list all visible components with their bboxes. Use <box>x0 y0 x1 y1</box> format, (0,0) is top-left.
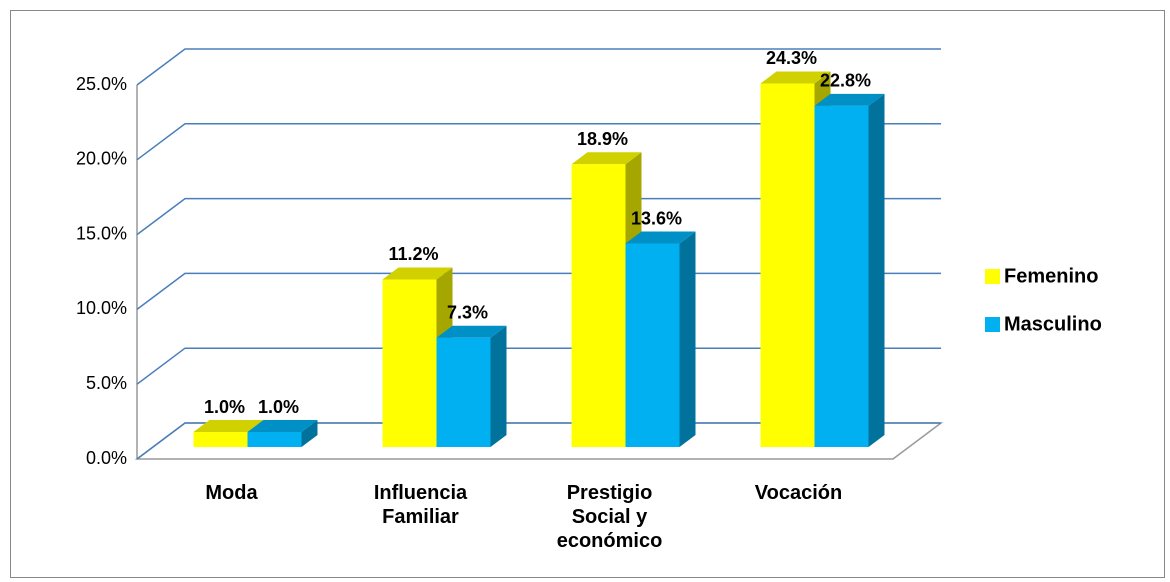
data-label: 24.3% <box>766 48 817 68</box>
bar-front <box>625 243 680 447</box>
data-label: 22.8% <box>820 71 871 91</box>
bar <box>436 325 507 447</box>
y-tick-label: 0.0% <box>86 448 127 468</box>
y-tick-label: 20.0% <box>76 149 127 169</box>
data-label: 18.9% <box>577 129 628 149</box>
bar-top <box>571 152 642 165</box>
data-label: 7.3% <box>447 303 488 323</box>
bar-front <box>193 432 248 447</box>
bar-top <box>247 420 318 433</box>
grid-line <box>136 123 941 161</box>
y-tick-label: 10.0% <box>76 298 127 318</box>
legend-swatch <box>985 269 1000 284</box>
data-label: 1.0% <box>204 397 245 417</box>
x-tick-label: Influencia Familiar <box>373 482 468 528</box>
y-tick-label: 5.0% <box>86 373 127 393</box>
bar <box>247 420 318 447</box>
legend-label: Femenino <box>1004 265 1098 287</box>
bar-front <box>247 432 302 447</box>
bar-top <box>625 231 696 244</box>
bar-front <box>571 164 626 448</box>
y-tick-label: 15.0% <box>76 223 127 243</box>
bar-front <box>436 337 491 447</box>
bar-side <box>679 231 696 447</box>
data-label: 11.2% <box>388 244 438 264</box>
legend-swatch <box>985 317 1000 332</box>
bar-top <box>436 325 507 338</box>
bar-front <box>382 279 437 447</box>
bar <box>814 93 885 448</box>
grid-line <box>136 48 941 86</box>
bar-side <box>301 420 318 447</box>
bar-front <box>814 105 869 448</box>
x-tick-label: Moda <box>205 482 258 504</box>
bar-top <box>382 267 453 280</box>
data-label: 1.0% <box>258 397 299 417</box>
bar-front <box>760 83 815 448</box>
data-label: 13.6% <box>631 208 682 228</box>
bar-top <box>814 93 885 106</box>
x-tick-label: Prestigio Social y económico <box>556 482 663 552</box>
bar-side <box>868 93 885 448</box>
bar <box>625 231 696 447</box>
bar-top <box>193 420 264 433</box>
bar-side <box>490 325 507 447</box>
y-tick-label: 25.0% <box>76 74 127 94</box>
x-tick-label: Vocación <box>754 482 843 504</box>
grid-line <box>136 197 941 236</box>
legend-label: Masculino <box>1004 313 1102 335</box>
bar-top <box>760 71 831 84</box>
